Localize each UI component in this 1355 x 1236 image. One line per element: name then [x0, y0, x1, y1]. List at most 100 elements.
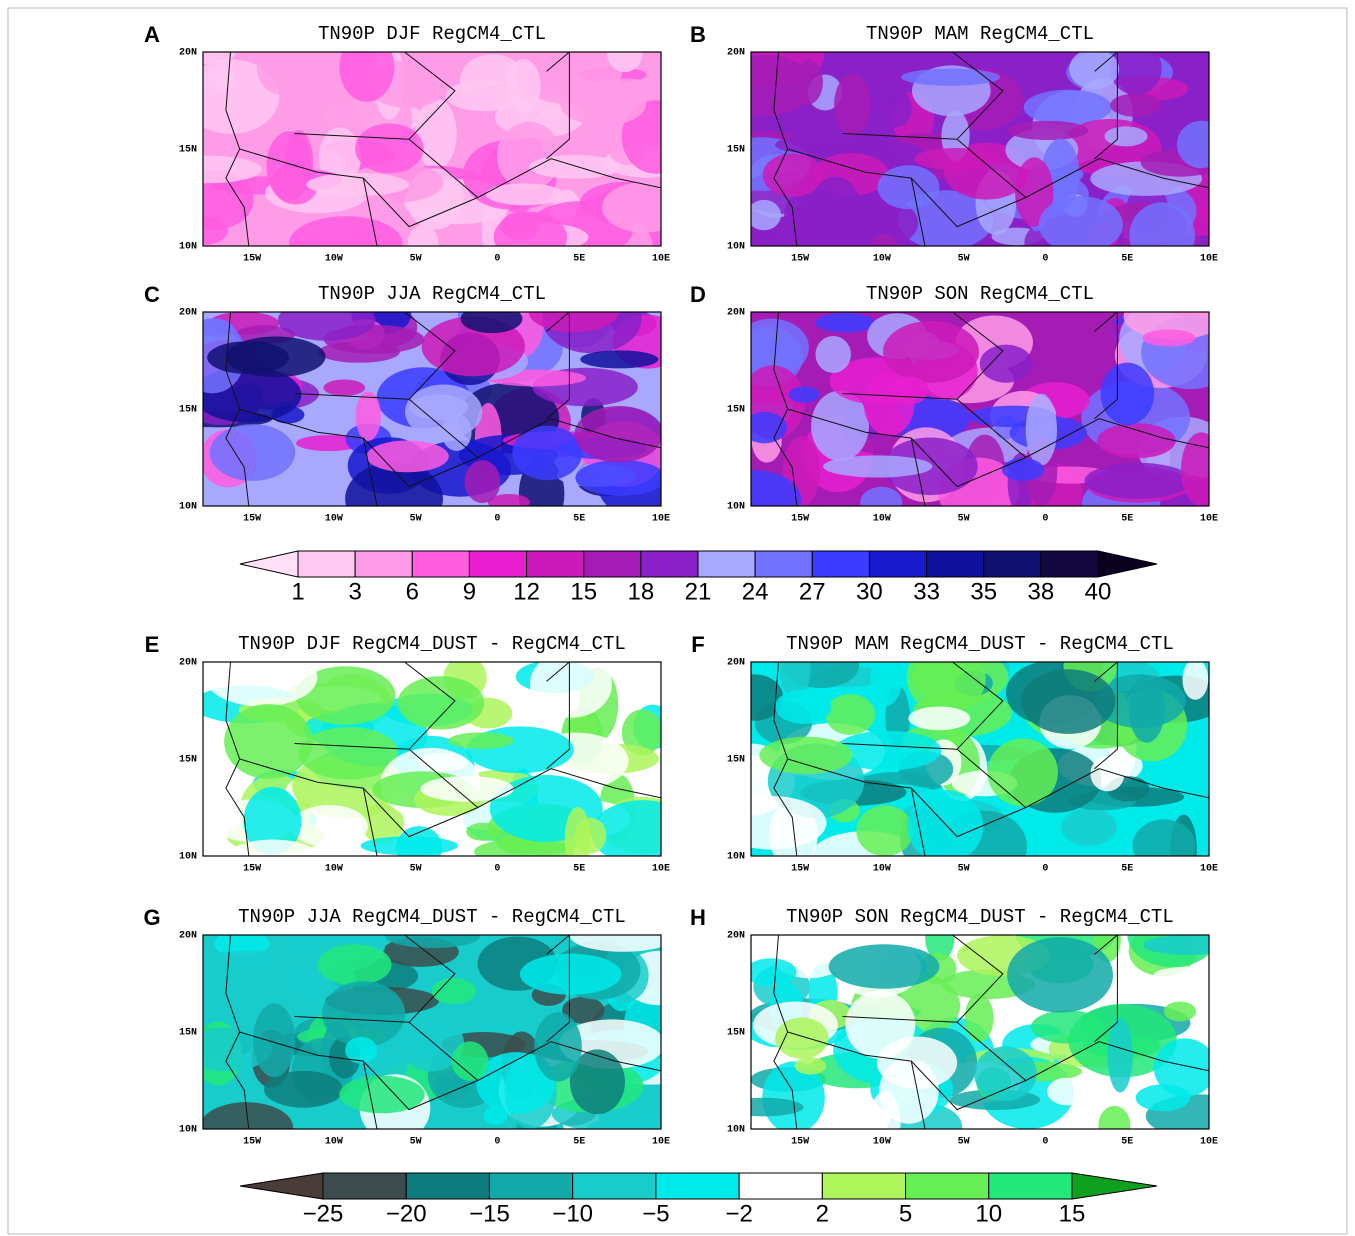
map-blob — [870, 662, 902, 707]
map-blob — [914, 147, 998, 171]
map-blob — [845, 990, 916, 1059]
border — [225, 662, 250, 856]
border — [956, 138, 1209, 199]
map-blob — [591, 800, 661, 856]
map-blob — [834, 730, 942, 771]
colorbar-box — [697, 550, 756, 578]
lon-label: 10E — [1200, 514, 1218, 525]
lat-label: 10N — [727, 502, 745, 513]
map-blob — [779, 662, 811, 698]
lat-label: 20N — [727, 658, 745, 669]
lat-label: 20N — [727, 48, 745, 59]
map-blob — [1104, 126, 1148, 147]
map-blob — [1084, 462, 1192, 499]
map-blob — [1110, 52, 1162, 95]
map-blob — [529, 154, 621, 179]
map-blob — [580, 350, 659, 369]
map-blob — [487, 493, 531, 506]
border — [408, 398, 661, 459]
border — [239, 408, 378, 506]
lon-label: 5W — [958, 254, 970, 265]
map-blob — [228, 839, 318, 856]
map-blob — [289, 216, 403, 246]
map-blob — [415, 98, 457, 170]
colorbar-arrow — [239, 550, 299, 578]
map-blob — [751, 958, 797, 987]
map-blob — [775, 1017, 829, 1059]
map-blob — [448, 732, 514, 749]
map-blob — [322, 981, 406, 1047]
colorbar-box — [655, 1172, 740, 1200]
map-blob — [828, 944, 940, 989]
lat-label: 15N — [727, 405, 745, 416]
panel-letter: A — [144, 22, 160, 47]
map-blob — [355, 123, 424, 174]
map-blob — [751, 412, 787, 444]
border — [294, 935, 456, 1023]
border — [546, 935, 570, 1043]
map-blob — [226, 336, 326, 378]
map-blob — [493, 211, 568, 246]
map-blob — [404, 384, 483, 440]
lon-label: 15W — [243, 254, 261, 265]
colorbar-box — [488, 1172, 574, 1200]
lon-label: 5E — [1121, 1137, 1133, 1148]
lat-label: 15N — [179, 755, 197, 766]
lat-label: 15N — [179, 405, 197, 416]
lon-label: 10E — [652, 864, 670, 875]
colorbar-label: −10 — [552, 1200, 593, 1227]
lon-label: 10E — [1200, 864, 1218, 875]
map-blob — [530, 662, 613, 718]
map-blob — [317, 944, 392, 986]
border — [362, 177, 478, 228]
colorbar-box — [297, 550, 356, 578]
colorbar-label: 10 — [975, 1200, 1002, 1227]
map-frame — [750, 661, 1210, 857]
map-blob — [907, 790, 984, 856]
map-blob — [908, 706, 971, 731]
border — [910, 177, 1026, 228]
map-blob — [224, 704, 313, 779]
map-blob — [203, 1102, 294, 1129]
panel-title: TN90P DJF RegCM4_CTL — [318, 23, 546, 45]
map-blob — [1129, 202, 1196, 246]
colorbar-label: 3 — [348, 578, 361, 605]
lon-label: 10E — [1200, 1137, 1218, 1148]
border — [787, 148, 926, 246]
lon-label: 15W — [791, 864, 809, 875]
lon-label: 0 — [494, 1137, 500, 1148]
border — [546, 52, 570, 160]
colorbar-label: 35 — [970, 578, 997, 605]
map-blob — [205, 662, 318, 707]
map-blob — [788, 386, 820, 403]
lat-label: 20N — [179, 48, 197, 59]
map-blob — [1153, 966, 1209, 983]
border — [956, 398, 1209, 459]
map-blob — [1132, 819, 1196, 856]
map-blob — [398, 1015, 465, 1072]
map-blob — [1047, 1077, 1088, 1106]
lon-label: 5E — [1121, 864, 1133, 875]
border — [225, 52, 250, 246]
map-blob — [1098, 1105, 1131, 1129]
lon-label: 10W — [325, 254, 343, 265]
colorbar-box — [988, 1172, 1073, 1200]
panel-letter: H — [690, 905, 706, 930]
map-blob — [1025, 393, 1058, 466]
border — [773, 935, 798, 1129]
map-blob — [345, 462, 443, 506]
colorbar-label: 5 — [899, 1200, 912, 1227]
lat-label: 20N — [179, 308, 197, 319]
lon-label: 10W — [873, 254, 891, 265]
panel-title: TN90P MAM RegCM4_CTL — [866, 23, 1094, 45]
panel-title: TN90P JJA RegCM4_CTL — [318, 283, 546, 305]
map-blob — [1182, 662, 1209, 700]
border — [842, 662, 1004, 750]
map-blob — [203, 950, 311, 969]
lon-label: 5E — [573, 1137, 585, 1148]
colorbar-box — [322, 1172, 407, 1200]
map-blob — [290, 805, 368, 848]
colorbar-label: 33 — [913, 578, 940, 605]
lon-label: 10W — [325, 864, 343, 875]
